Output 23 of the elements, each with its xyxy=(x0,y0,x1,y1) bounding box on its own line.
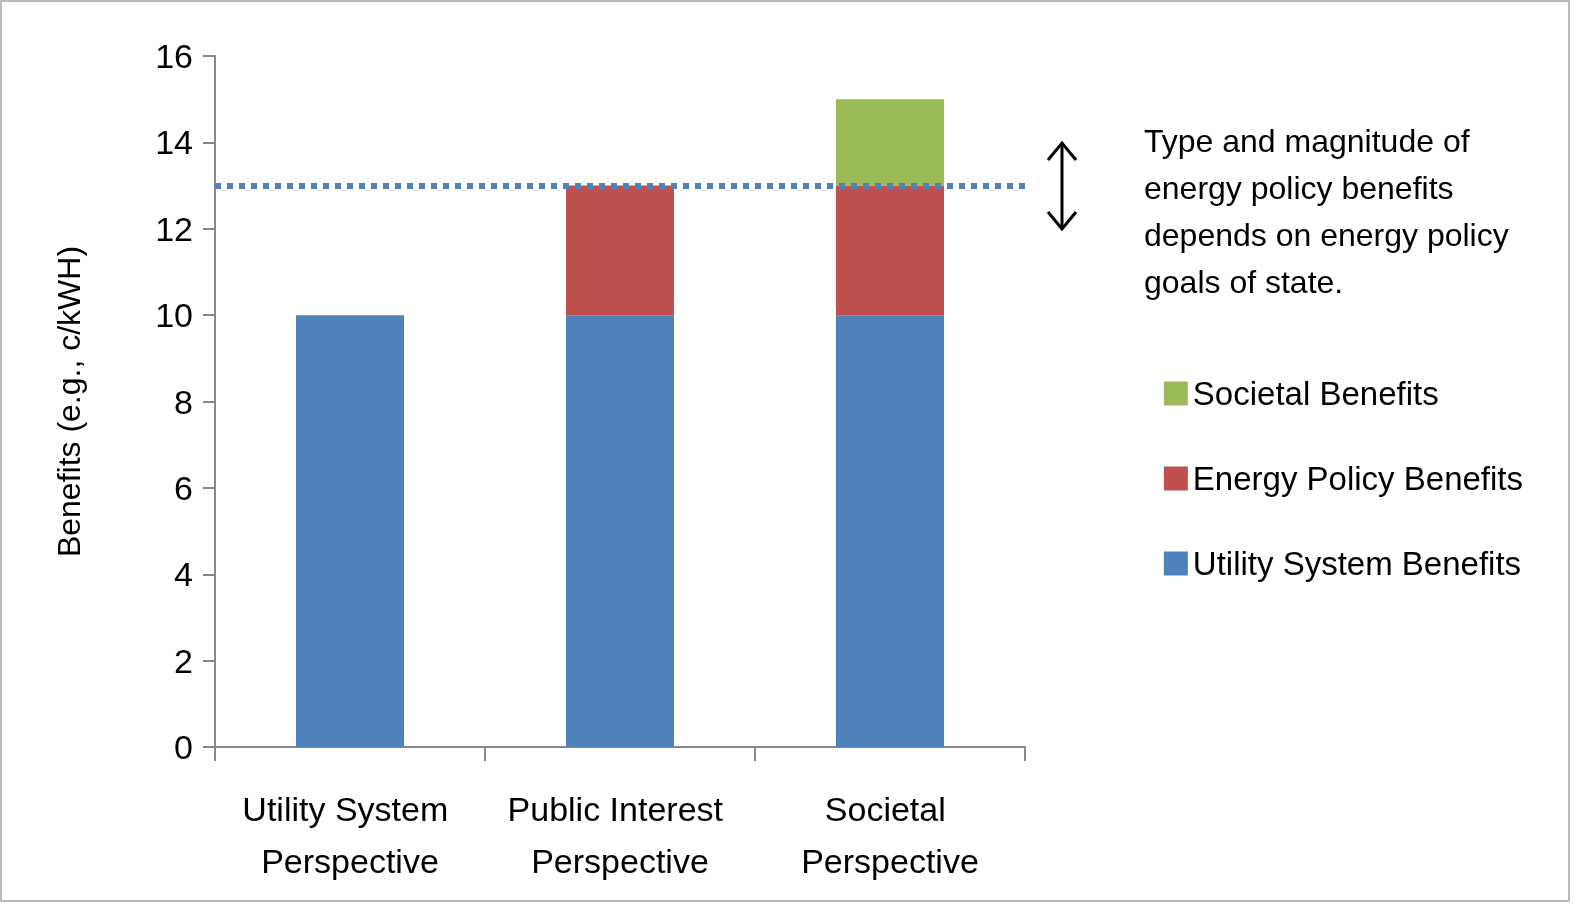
bar xyxy=(296,315,404,747)
y-tick-label: 8 xyxy=(174,382,193,421)
legend-label: Utility System Benefits xyxy=(1192,545,1522,582)
bar xyxy=(836,315,944,747)
text: Type and magnitude of energy policy benefits depends on energy policy goals of state. xyxy=(1144,122,1510,302)
y-tick-label: 12 xyxy=(155,209,193,248)
x-tick-label: Utility System Perspective xyxy=(242,790,458,880)
bar xyxy=(566,185,674,316)
x-tick-label: Societal Perspective xyxy=(801,790,979,880)
y-tick-label: 10 xyxy=(155,296,193,335)
y-tick-label: 0 xyxy=(174,728,193,766)
bar xyxy=(836,99,944,186)
y-axis-title: Benefits (e.g., c/kWH) xyxy=(51,245,87,558)
x-tick-label: Public Interest Perspective xyxy=(507,790,733,880)
legend-label: Energy Policy Benefits xyxy=(1192,460,1524,497)
y-tick-label: 16 xyxy=(155,37,193,75)
y-tick-label: 14 xyxy=(155,123,193,162)
y-tick-label: 6 xyxy=(174,468,193,507)
bar xyxy=(836,185,944,316)
y-tick-label: 2 xyxy=(174,641,193,680)
y-tick-label: 4 xyxy=(174,555,193,594)
bar xyxy=(566,315,674,747)
legend-label: Societal Benefits xyxy=(1192,375,1439,412)
